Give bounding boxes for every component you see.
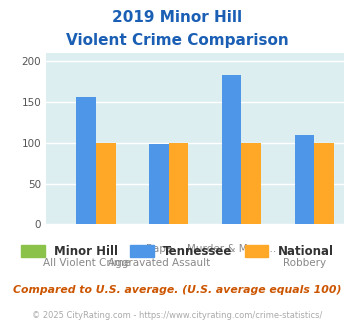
- Text: Murder & Mans...: Murder & Mans...: [187, 244, 276, 254]
- Bar: [96, 143, 116, 224]
- Bar: [149, 144, 169, 224]
- Bar: [314, 143, 334, 224]
- Bar: [222, 75, 241, 224]
- Text: Rape: Rape: [146, 244, 172, 254]
- Text: All Violent Crime: All Violent Crime: [43, 258, 130, 268]
- Bar: [76, 97, 96, 224]
- Text: Violent Crime Comparison: Violent Crime Comparison: [66, 33, 289, 48]
- Text: © 2025 CityRating.com - https://www.cityrating.com/crime-statistics/: © 2025 CityRating.com - https://www.city…: [32, 311, 323, 320]
- Legend: Minor Hill, Tennessee, National: Minor Hill, Tennessee, National: [17, 241, 338, 263]
- Bar: [169, 143, 189, 224]
- Text: 2019 Minor Hill: 2019 Minor Hill: [113, 10, 242, 25]
- Bar: [241, 143, 261, 224]
- Text: Robbery: Robbery: [283, 258, 326, 268]
- Text: Compared to U.S. average. (U.S. average equals 100): Compared to U.S. average. (U.S. average …: [13, 285, 342, 295]
- Bar: [295, 135, 314, 224]
- Text: Aggravated Assault: Aggravated Assault: [108, 258, 210, 268]
